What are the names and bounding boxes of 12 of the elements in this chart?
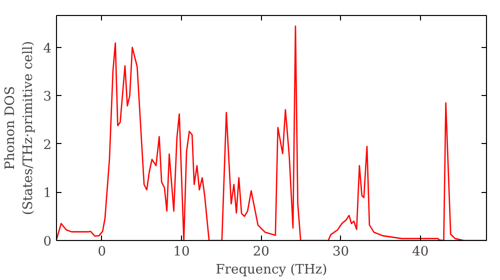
x-tick-label: 30 <box>332 244 350 260</box>
y-tick-label: 3 <box>43 90 52 105</box>
y-tick-label: 2 <box>43 138 52 153</box>
y-tick-label: 1 <box>43 186 52 202</box>
x-tick-label: 20 <box>252 244 270 260</box>
x-tick-label: 40 <box>412 244 429 260</box>
x-tick-label: 0 <box>98 244 106 260</box>
x-axis-title: Frequency (THz) <box>216 262 328 278</box>
y-tick-label: 0 <box>43 234 52 250</box>
y-tick-label: 4 <box>43 41 52 56</box>
y-axis-title: Phonon DOS (States/THz·primitive cell) <box>3 40 36 215</box>
x-tick-label: 10 <box>173 244 190 260</box>
